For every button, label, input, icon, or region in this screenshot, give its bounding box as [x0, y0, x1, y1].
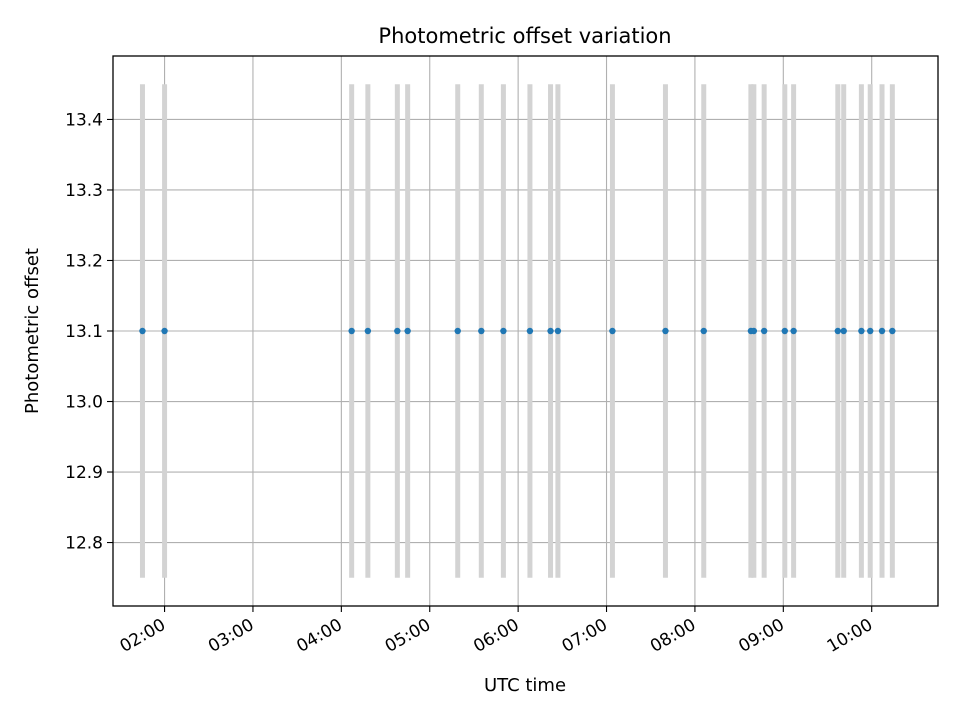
- data-point: [760, 327, 768, 335]
- data-point: [364, 327, 372, 335]
- y-tick-label: 12.9: [65, 463, 103, 483]
- data-point: [478, 327, 485, 335]
- data-point: [454, 327, 461, 335]
- data-point: [348, 327, 355, 335]
- data-point: [547, 327, 554, 335]
- data-point: [609, 327, 616, 335]
- data-point: [790, 327, 797, 335]
- data-point: [750, 327, 758, 335]
- y-tick-label: 13.0: [65, 393, 103, 413]
- y-tick-label: 13.1: [65, 322, 103, 342]
- data-point: [700, 327, 707, 335]
- data-point: [526, 327, 534, 335]
- y-axis-ticks: 12.8 12.9 13.0 13.1 13.2 13.3 13.4: [65, 110, 113, 554]
- y-tick-label: 13.4: [65, 110, 103, 130]
- y-axis-label: Photometric offset: [22, 248, 43, 414]
- data-point: [858, 327, 865, 335]
- y-tick-label: 13.3: [65, 181, 103, 201]
- data-point: [840, 327, 847, 335]
- chart-title: Photometric offset variation: [378, 24, 671, 48]
- data-point: [834, 327, 842, 335]
- data-point: [889, 327, 896, 335]
- y-tick-label: 13.2: [65, 251, 103, 271]
- data-point: [404, 327, 411, 335]
- data-point: [781, 327, 788, 335]
- data-point: [662, 327, 669, 335]
- y-tick-label: 12.8: [65, 534, 103, 554]
- data-point: [867, 327, 874, 335]
- data-point: [500, 327, 507, 335]
- x-axis-label: UTC time: [484, 675, 566, 696]
- data-point: [139, 327, 146, 335]
- data-point: [161, 327, 168, 335]
- data-point: [878, 327, 886, 335]
- data-points: [139, 327, 896, 335]
- data-point: [554, 327, 562, 335]
- data-point: [394, 327, 401, 335]
